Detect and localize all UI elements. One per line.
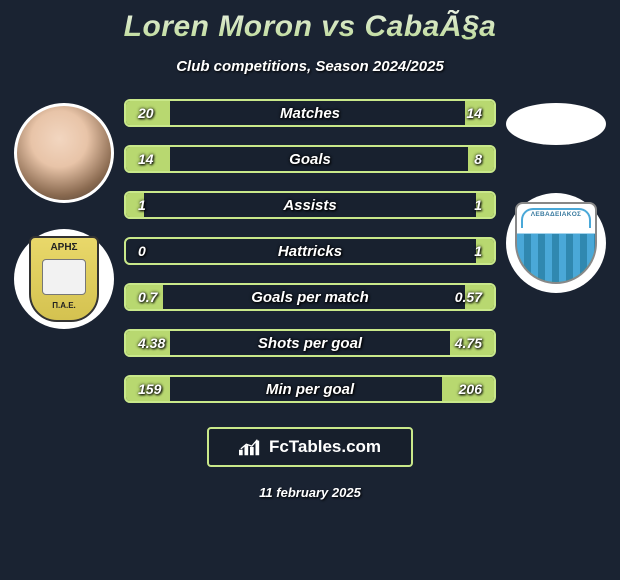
page-title: Loren Moron vs CabaÃ§a (124, 10, 497, 44)
right-club-badge-circle: ΛEBAΔEIAKOΣ (506, 193, 606, 293)
stats-column: 20Matches1414Goals81Assists10Hattricks10… (120, 99, 500, 403)
stat-row: 0.7 Goals per match 0.57 (124, 283, 496, 311)
stat-value-right: 206 (448, 381, 482, 397)
season-subtitle: Club competitions, Season 2024/2025 (176, 58, 444, 75)
stat-value-left: 159 (138, 381, 172, 397)
stat-value-left: 20 (138, 105, 172, 121)
left-badge-bottom-text: Π.A.E. (52, 301, 76, 310)
left-badge-emblem (42, 259, 86, 295)
stat-row: 20 Matches 14 (124, 99, 496, 127)
stat-value-right: 8 (448, 151, 482, 167)
stat-row: 0 Hattricks 1 (124, 237, 496, 265)
stat-label: Shots per goal (258, 335, 362, 352)
left-player-column: APHΣ Π.A.E. (0, 95, 120, 329)
infographic-container: Loren Moron vs CabaÃ§a Club competitions… (0, 0, 620, 580)
stat-value-right: 4.75 (448, 335, 482, 351)
left-club-badge-circle: APHΣ Π.A.E. (14, 229, 114, 329)
right-player-column: ΛEBAΔEIAKOΣ (500, 95, 620, 293)
stat-value-left: 14 (138, 151, 172, 167)
stat-label: Goals (289, 151, 331, 168)
brand-box[interactable]: FcTables.com (207, 427, 413, 467)
right-badge-text: ΛEBAΔEIAKOΣ (515, 211, 597, 218)
left-badge-top-text: APHΣ (50, 242, 77, 253)
stat-value-left: 0 (138, 243, 172, 259)
stat-row: 4.38 Shots per goal 4.75 (124, 329, 496, 357)
brand-bars-icon (239, 438, 261, 456)
stat-value-right: 1 (448, 243, 482, 259)
stat-label: Hattricks (278, 243, 342, 260)
stat-value-left: 4.38 (138, 335, 172, 351)
stat-value-right: 14 (448, 105, 482, 121)
main-row: APHΣ Π.A.E. 20Matches1414Goals81Assists1… (0, 95, 620, 403)
right-player-avatar (506, 103, 606, 145)
infographic-date: 11 february 2025 (259, 485, 361, 500)
stat-label: Min per goal (266, 381, 354, 398)
stat-label: Assists (283, 197, 336, 214)
stat-row: 159 Min per goal 206 (124, 375, 496, 403)
stat-value-left: 1 (138, 197, 172, 213)
right-club-badge: ΛEBAΔEIAKOΣ (515, 202, 597, 284)
stat-value-right: 1 (448, 197, 482, 213)
stat-row: 1 Assists 1 (124, 191, 496, 219)
brand-text: FcTables.com (269, 437, 381, 457)
stat-row: 14 Goals 8 (124, 145, 496, 173)
stat-value-left: 0.7 (138, 289, 172, 305)
stat-label: Matches (280, 105, 340, 122)
left-club-badge: APHΣ Π.A.E. (29, 236, 99, 322)
stat-label: Goals per match (251, 289, 369, 306)
left-player-avatar (14, 103, 114, 203)
stat-value-right: 0.57 (448, 289, 482, 305)
right-badge-stripes (517, 234, 595, 282)
